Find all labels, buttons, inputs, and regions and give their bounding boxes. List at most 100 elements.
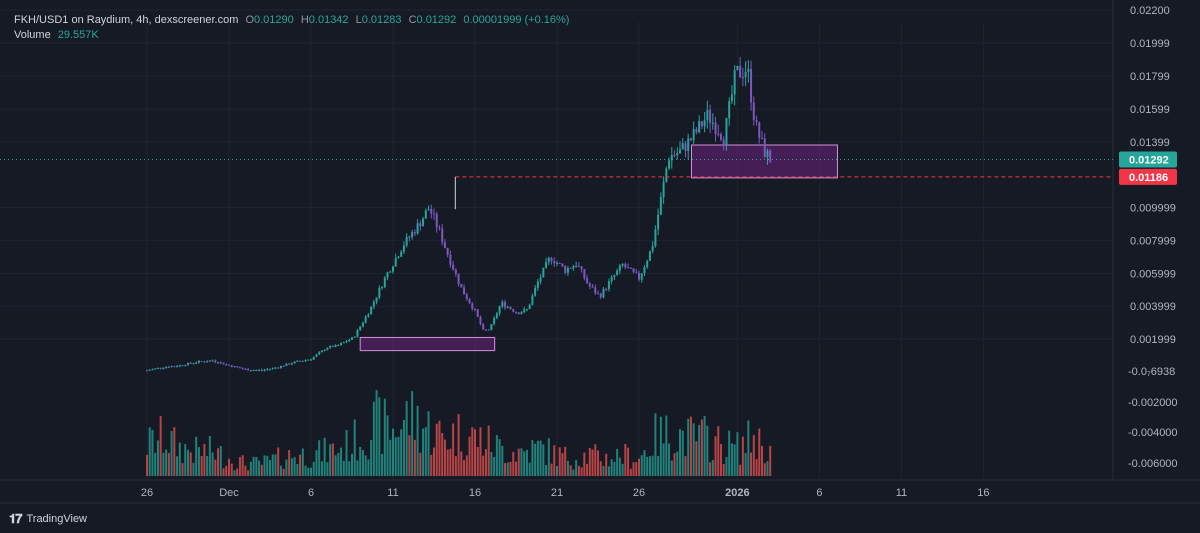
candle	[520, 312, 523, 315]
volume-bar	[178, 442, 181, 476]
candle	[454, 269, 457, 274]
candle	[616, 270, 619, 276]
candle	[214, 360, 217, 363]
volume-bar	[392, 428, 394, 476]
candle	[241, 368, 244, 370]
volume-bar	[523, 451, 526, 476]
volume-bar	[607, 466, 610, 476]
candle	[698, 121, 701, 133]
candle	[703, 120, 706, 127]
candle	[375, 297, 378, 302]
candle	[279, 365, 282, 368]
volume-bar	[301, 448, 304, 476]
candle	[165, 366, 168, 368]
candle	[222, 362, 225, 365]
candle	[673, 154, 676, 156]
close-label: C	[408, 14, 417, 26]
volume-bar	[165, 449, 168, 476]
candle	[651, 246, 654, 252]
candle	[539, 277, 542, 282]
volume-bar	[556, 465, 558, 476]
volume-bar	[372, 401, 375, 476]
candle	[435, 214, 438, 228]
volume-bar	[709, 462, 712, 476]
candle	[547, 257, 550, 263]
volume-bar	[692, 423, 695, 476]
candle	[359, 326, 362, 331]
volume-bar	[211, 452, 214, 476]
candle	[312, 356, 315, 360]
price-tick-label: 0.01999	[1130, 38, 1170, 50]
candle	[523, 309, 526, 313]
volume-bar	[761, 445, 763, 476]
volume-bar	[293, 457, 296, 476]
candle	[575, 265, 578, 267]
candle	[605, 288, 608, 290]
candle	[304, 360, 307, 362]
volume-bar	[651, 455, 654, 476]
volume-bar	[744, 452, 747, 476]
candle	[506, 306, 509, 308]
volume-bar	[621, 463, 624, 476]
volume-bar	[337, 452, 340, 476]
volume-bar	[181, 463, 184, 476]
candle	[260, 369, 263, 371]
candle	[583, 269, 586, 279]
volume-bar	[162, 452, 165, 476]
volume-bar	[290, 458, 293, 476]
time-tick-label: 21	[551, 487, 563, 499]
candle	[258, 369, 261, 371]
volume-bar	[629, 468, 632, 476]
volume-bar	[695, 441, 698, 476]
volume-bar	[375, 390, 378, 476]
level-price-tag	[1119, 168, 1177, 185]
candle	[167, 366, 170, 368]
volume-bar	[474, 429, 476, 476]
volume-bar	[616, 449, 619, 476]
volume-bar	[176, 456, 179, 476]
volume-bar	[646, 456, 649, 476]
volume-bar	[668, 443, 671, 476]
high-label: H	[300, 14, 309, 26]
volume-bar	[725, 457, 728, 476]
candle	[424, 210, 427, 219]
volume-bar	[698, 425, 701, 476]
volume-bar	[413, 439, 416, 476]
time-tick-label: 6	[308, 487, 314, 499]
candle	[356, 330, 359, 337]
candle	[493, 317, 496, 325]
candle	[545, 262, 548, 268]
candle	[744, 71, 747, 78]
volume-bar	[359, 446, 362, 476]
volume-bar	[238, 457, 241, 476]
candle	[187, 362, 189, 366]
candle	[755, 120, 758, 122]
candle	[351, 337, 353, 340]
volume-bar	[580, 467, 583, 476]
volume-bar	[252, 456, 255, 476]
volume-bar	[752, 435, 755, 476]
open-label: O	[245, 14, 254, 26]
price-tick-label: 0.009999	[1130, 203, 1176, 215]
volume-bar	[189, 452, 192, 476]
volume-bar	[730, 443, 733, 476]
candle	[725, 118, 728, 145]
volume-bar	[400, 429, 403, 476]
tradingview-brand[interactable]: 𝟏𝟕 TradingView	[9, 511, 87, 527]
volume-bar	[173, 427, 176, 476]
candle	[668, 160, 671, 169]
volume-bar	[214, 459, 217, 476]
volume-bar	[747, 420, 750, 476]
volume-bar	[536, 440, 539, 476]
candle	[176, 366, 179, 368]
candle	[247, 369, 250, 371]
candle	[569, 268, 572, 270]
candle	[525, 309, 528, 311]
volume-bar	[241, 455, 244, 476]
candle	[700, 121, 703, 127]
candle	[640, 273, 643, 280]
volume-bar	[498, 438, 501, 476]
volume-bar	[405, 401, 408, 476]
volume-tick-label: -0.0₇6938	[1128, 366, 1175, 378]
